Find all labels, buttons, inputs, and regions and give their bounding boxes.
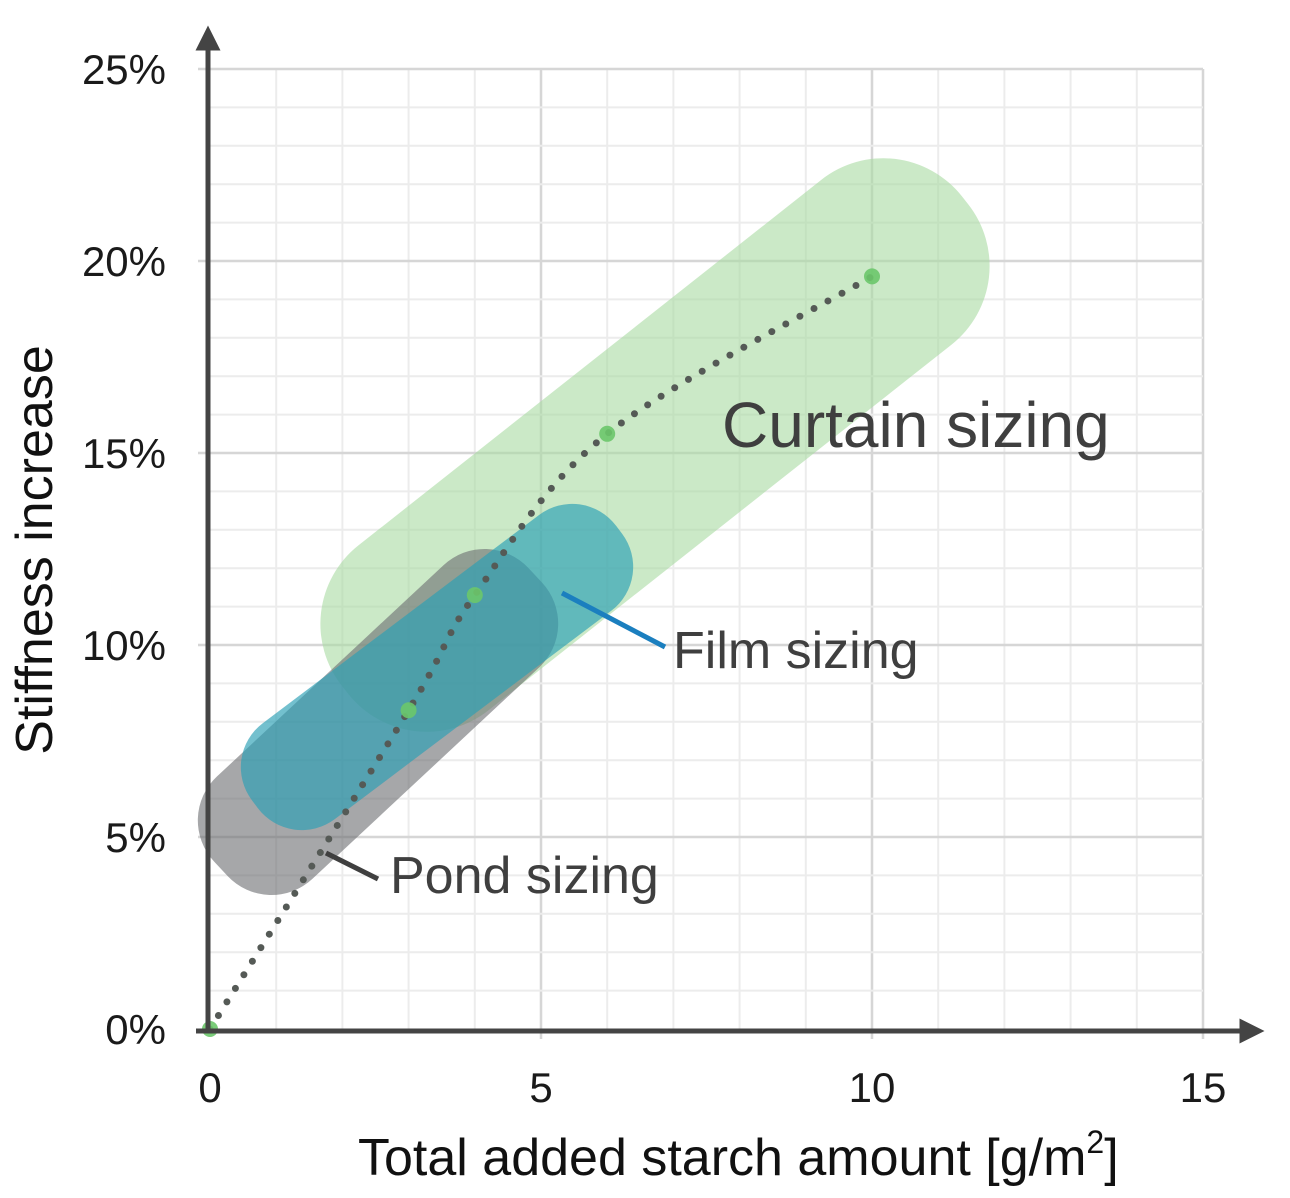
film-sizing-label: Film sizing — [673, 622, 919, 680]
x-tick-label: 15 — [1180, 1064, 1227, 1111]
y-tick-label: 0% — [105, 1006, 166, 1053]
curtain-sizing-label: Curtain sizing — [722, 389, 1110, 461]
data-point — [466, 587, 483, 604]
y-axis-title: Stiffness increase — [6, 345, 64, 754]
y-tick-label: 10% — [82, 622, 166, 669]
data-point — [400, 702, 417, 719]
y-tick-label: 25% — [82, 46, 166, 93]
x-tick-label: 0 — [198, 1064, 221, 1111]
x-tick-labels: 0 5 10 15 — [198, 1064, 1226, 1111]
x-axis-title: Total added starch amount [g/m2] — [358, 1124, 1119, 1187]
x-tick-label: 5 — [529, 1064, 552, 1111]
x-tick-label: 10 — [849, 1064, 896, 1111]
y-tick-label: 5% — [105, 814, 166, 861]
y-tick-label: 20% — [82, 238, 166, 285]
data-point — [864, 268, 880, 285]
y-tick-label: 15% — [82, 430, 166, 477]
film-sizing-region — [240, 503, 634, 831]
pond-sizing-label: Pond sizing — [390, 847, 659, 905]
y-tick-labels: 0% 5% 10% 15% 20% 25% — [82, 46, 166, 1053]
pond-leader-line — [324, 850, 380, 882]
data-point — [599, 425, 616, 442]
film-leader-line — [560, 590, 667, 650]
grid — [198, 67, 1205, 1039]
